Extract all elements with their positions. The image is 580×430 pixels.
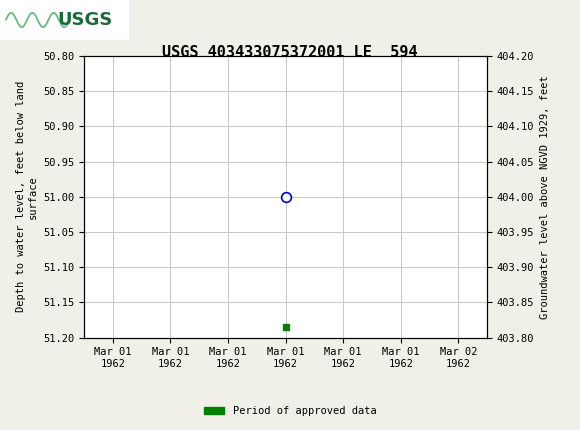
Text: USGS 403433075372001 LE  594: USGS 403433075372001 LE 594 — [162, 45, 418, 60]
Y-axis label: Groundwater level above NGVD 1929, feet: Groundwater level above NGVD 1929, feet — [540, 75, 550, 319]
Y-axis label: Depth to water level, feet below land
surface: Depth to water level, feet below land su… — [16, 81, 38, 312]
Text: USGS: USGS — [58, 11, 113, 29]
Legend: Period of approved data: Period of approved data — [200, 402, 380, 421]
Bar — [0, 0, 128, 40]
